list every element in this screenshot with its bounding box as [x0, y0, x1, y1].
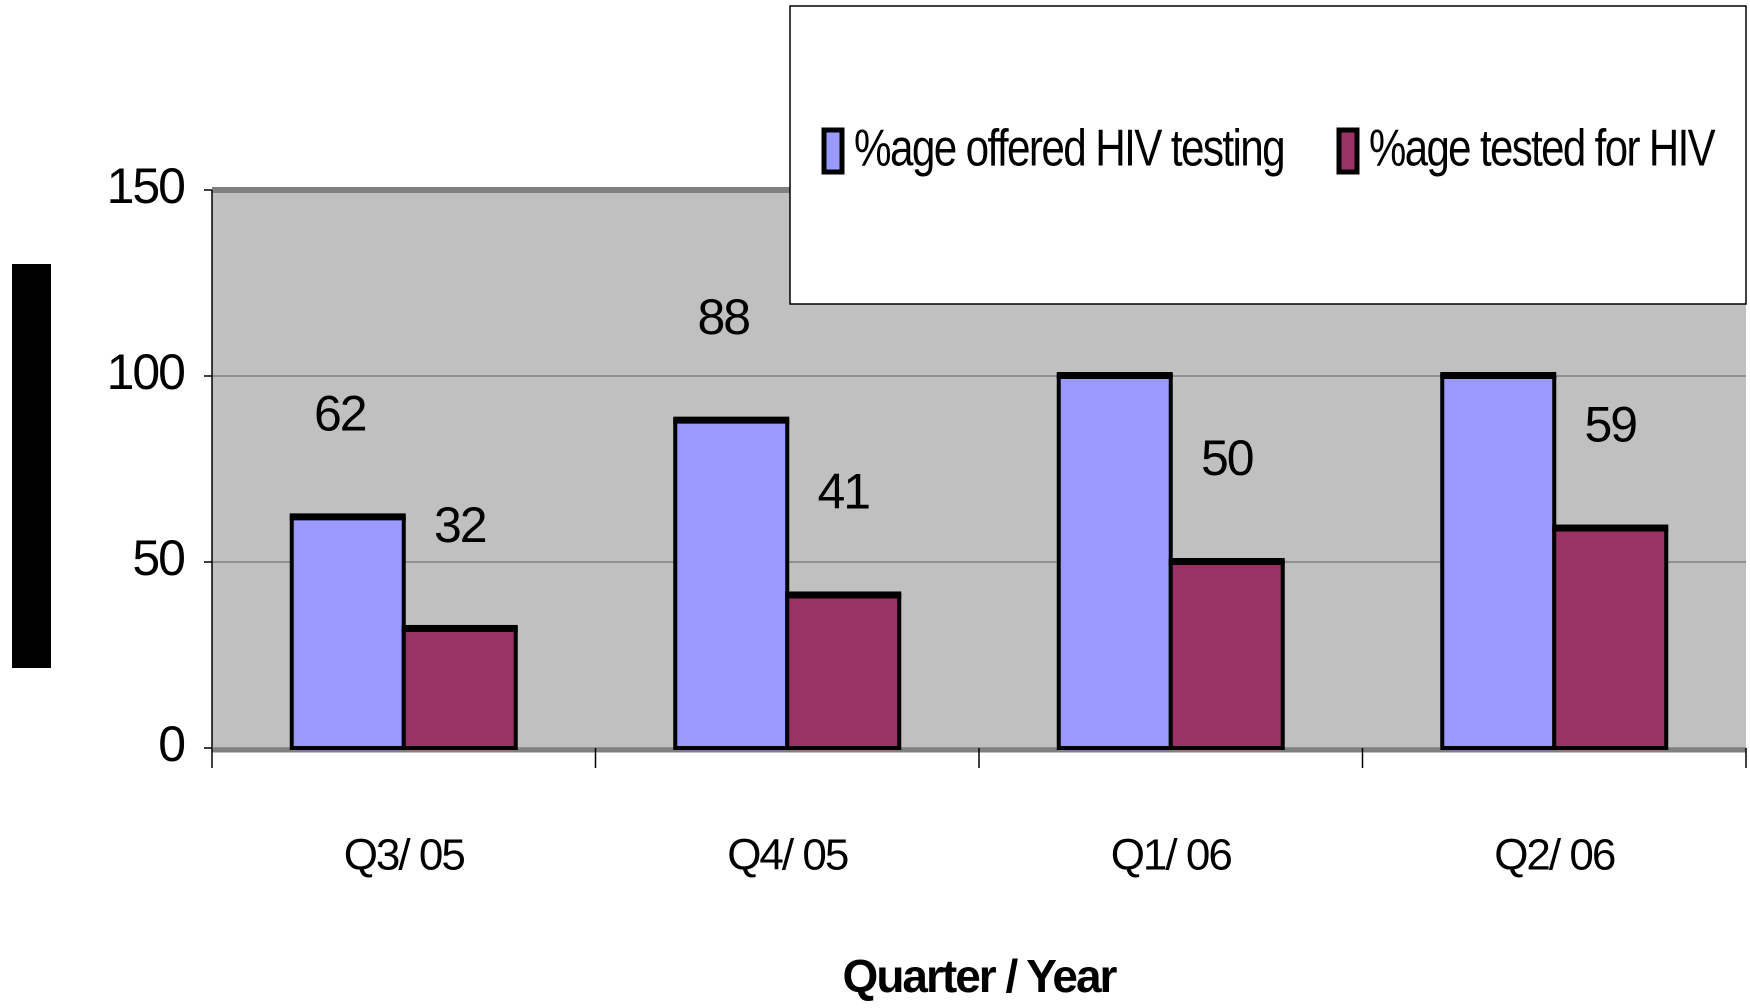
redacted-axis-title [12, 264, 51, 668]
value-label: 62 [314, 386, 366, 442]
bar [1440, 374, 1557, 750]
value-label: 32 [434, 497, 486, 553]
x-tick-label: Q3/ 05 [344, 831, 465, 880]
bar-top [785, 591, 902, 599]
y-tick-label: 150 [107, 158, 185, 214]
x-tick-label: Q1/ 06 [1111, 831, 1232, 880]
x-tick-label: Q2/ 06 [1494, 831, 1615, 880]
bar [1168, 560, 1285, 750]
bar-top [1440, 372, 1557, 379]
value-label: 50 [1201, 430, 1253, 486]
bar [1056, 374, 1173, 750]
bar-top [401, 624, 518, 632]
bar [673, 418, 790, 750]
bar [785, 593, 902, 750]
bar [289, 515, 406, 750]
bar [1552, 526, 1669, 751]
y-tick-label: 100 [107, 344, 185, 400]
value-label: 88 [697, 289, 749, 345]
y-tick-label: 0 [158, 716, 184, 772]
value-label: 59 [1584, 397, 1636, 453]
x-tick-label: Q4/ 05 [727, 831, 848, 880]
value-label: 41 [817, 464, 869, 520]
bar-top [1168, 558, 1285, 565]
bar-top [289, 513, 406, 521]
bar-top [1552, 524, 1669, 532]
legend-swatch [821, 127, 845, 175]
legend-swatch [1336, 127, 1360, 175]
bar [401, 626, 518, 751]
x-axis-title: Quarter / Year [843, 950, 1118, 1002]
y-tick-label: 50 [132, 530, 184, 586]
bar-top [673, 416, 790, 424]
legend [789, 5, 1747, 305]
bar-top [1056, 372, 1173, 379]
legend-label: %age offered HIV testing [854, 120, 1284, 178]
legend-label: %age tested for HIV [1369, 120, 1716, 178]
